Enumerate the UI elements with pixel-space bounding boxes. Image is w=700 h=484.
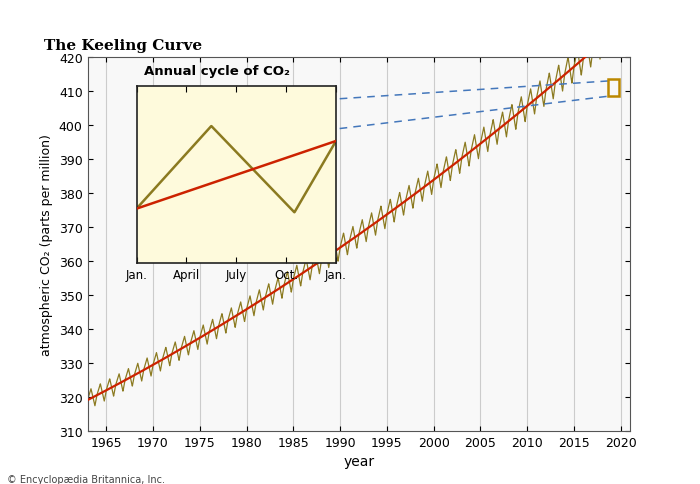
X-axis label: year: year (343, 454, 374, 468)
Text: The Keeling Curve: The Keeling Curve (44, 39, 202, 53)
Bar (608, 80, 620, 97)
Text: © Encyclopædia Britannica, Inc.: © Encyclopædia Britannica, Inc. (7, 474, 165, 484)
Text: Annual cycle of CO₂: Annual cycle of CO₂ (144, 64, 289, 77)
Y-axis label: atmospheric CO₂ (parts per million): atmospheric CO₂ (parts per million) (40, 134, 53, 355)
